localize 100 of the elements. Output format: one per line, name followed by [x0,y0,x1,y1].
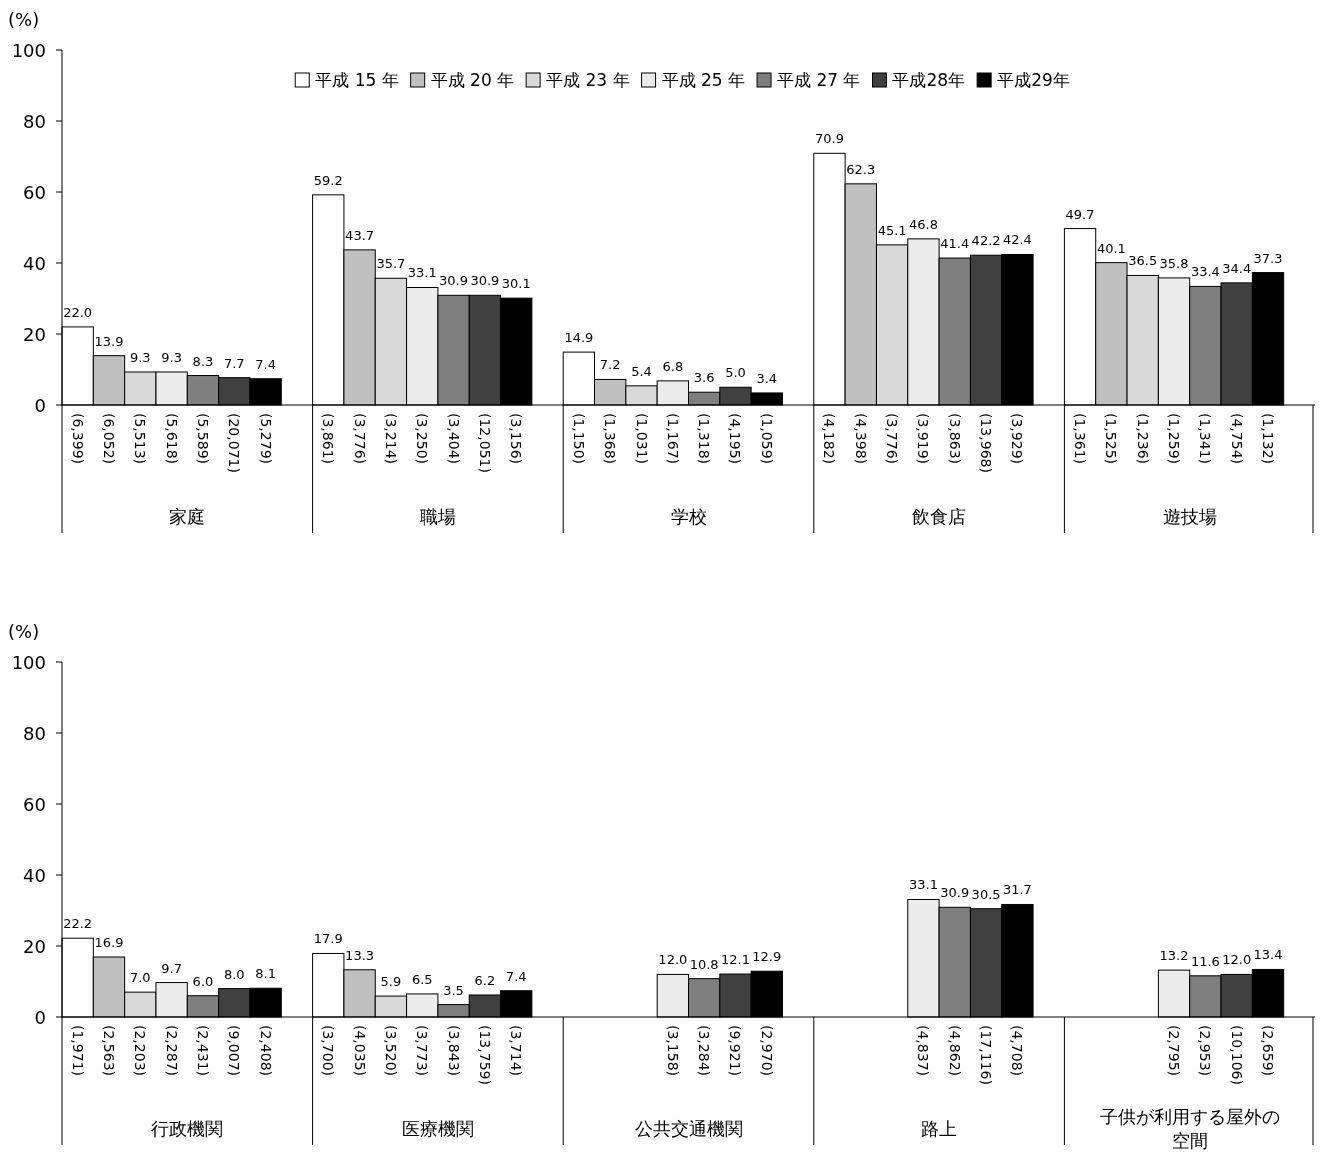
text: (5,279) [257,413,274,465]
legend-label: 平成 23 年 [546,70,630,90]
data-label: 45.1 [877,222,907,238]
data-label: 7.2 [599,357,621,373]
data-label: 41.4 [940,236,970,252]
data-label: 9.3 [129,349,151,365]
text: (3,861) [320,413,337,465]
text: (4,182) [821,413,838,465]
text: (3,250) [414,413,431,465]
y-tick-label: 60 [23,181,46,203]
text: (1,341) [1197,413,1214,465]
data-label: 12.0 [658,952,688,968]
data-label: 37.3 [1253,250,1283,266]
data-label: 13.4 [1253,947,1283,963]
text: (2,203) [132,1025,149,1077]
text: (4,862) [946,1025,963,1077]
y-axis-title: (%) [8,621,40,642]
y-axis-title: (%) [8,9,40,30]
legend-label: 平成29年 [997,70,1070,90]
text: (3,919) [915,413,932,465]
text: (2,970) [758,1025,775,1077]
legend-label: 平成 27 年 [777,70,861,90]
text: (17,116) [978,1025,995,1085]
data-label: 40.1 [1096,240,1126,256]
text: (4,195) [727,413,744,465]
data-label: 59.2 [313,172,343,188]
data-label: 17.9 [313,931,343,947]
text: (1,236) [1134,413,1151,465]
data-label: 11.6 [1190,953,1220,969]
y-tick-label: 100 [11,651,46,673]
data-label: 43.7 [345,227,375,243]
data-label: 13.9 [94,333,124,349]
data-label: 6.0 [192,973,214,989]
y-tick-label: 0 [34,394,46,416]
data-label: 30.5 [971,886,1001,902]
text: (3,776) [351,413,368,465]
y-tick-label: 20 [23,935,46,957]
data-label: 22.2 [63,916,93,932]
text: (2,659) [1260,1025,1277,1077]
x-tick-label: 家庭 [169,506,206,527]
data-label: 8.1 [255,966,276,982]
data-label: 10.8 [689,956,719,972]
text: (1,259) [1166,413,1183,465]
text: (1,368) [602,413,619,465]
data-label: 9.7 [161,960,182,976]
x-tick-label: 行政機関 [151,1118,224,1139]
data-label: 5.0 [725,365,746,381]
y-tick-label: 40 [23,864,46,886]
legend-label: 平成 25 年 [661,70,746,90]
text: (2,795) [1166,1025,1183,1077]
data-label: 6.5 [411,971,433,987]
text: (3,929) [1009,413,1026,465]
text: (3,404) [445,413,462,465]
data-label: 42.2 [971,233,1001,249]
data-label: 9.3 [161,349,182,365]
text: (3,773) [414,1025,431,1077]
text: (1,971) [69,1025,86,1077]
data-label: 46.8 [908,216,938,232]
data-label: 8.3 [192,353,214,369]
text: (2,287) [163,1025,180,1077]
data-label: 7.4 [505,968,527,984]
x-tick-label: 学校 [670,506,707,527]
text: (3,714) [508,1025,525,1077]
text: (3,158) [664,1025,681,1077]
data-label: 14.9 [564,330,594,346]
data-label: 49.7 [1065,206,1095,222]
text: (4,708) [1009,1025,1026,1077]
text: (3,520) [382,1025,399,1077]
text: (3,700) [320,1025,337,1077]
x-tick-label: 職場 [419,506,456,527]
legend-label: 平成28年 [892,70,966,90]
data-label: 12.0 [1222,952,1252,968]
text: (1,361) [1072,413,1089,465]
text: (3,284) [696,1025,713,1077]
data-label: 5.9 [380,974,402,990]
text: (5,513) [132,413,149,465]
data-label: 16.9 [94,935,124,951]
data-label: 30.9 [470,273,500,289]
data-label: 33.4 [1190,264,1220,280]
data-label: 35.7 [376,256,406,272]
data-label: 33.1 [407,265,437,281]
legend-label: 平成 15 年 [315,70,399,90]
text: (1,059) [758,413,775,465]
data-label: 8.0 [223,966,245,982]
y-tick-label: 80 [23,110,46,132]
text: (9,921) [727,1025,744,1077]
data-label: 12.9 [752,949,782,965]
data-label: 3.6 [693,370,715,386]
data-label: 35.8 [1159,255,1189,271]
text: (3,214) [382,413,399,465]
text: (5,618) [163,413,180,465]
data-label: 70.9 [814,131,844,147]
text: (3,156) [508,413,525,465]
y-tick-label: 80 [23,722,46,744]
data-label: 3.4 [756,370,778,386]
text: (12,051) [476,413,493,473]
text: (6,399) [69,413,86,465]
data-label: 36.5 [1128,253,1158,269]
text: (4,754) [1228,413,1245,465]
text: (6,052) [100,413,117,465]
